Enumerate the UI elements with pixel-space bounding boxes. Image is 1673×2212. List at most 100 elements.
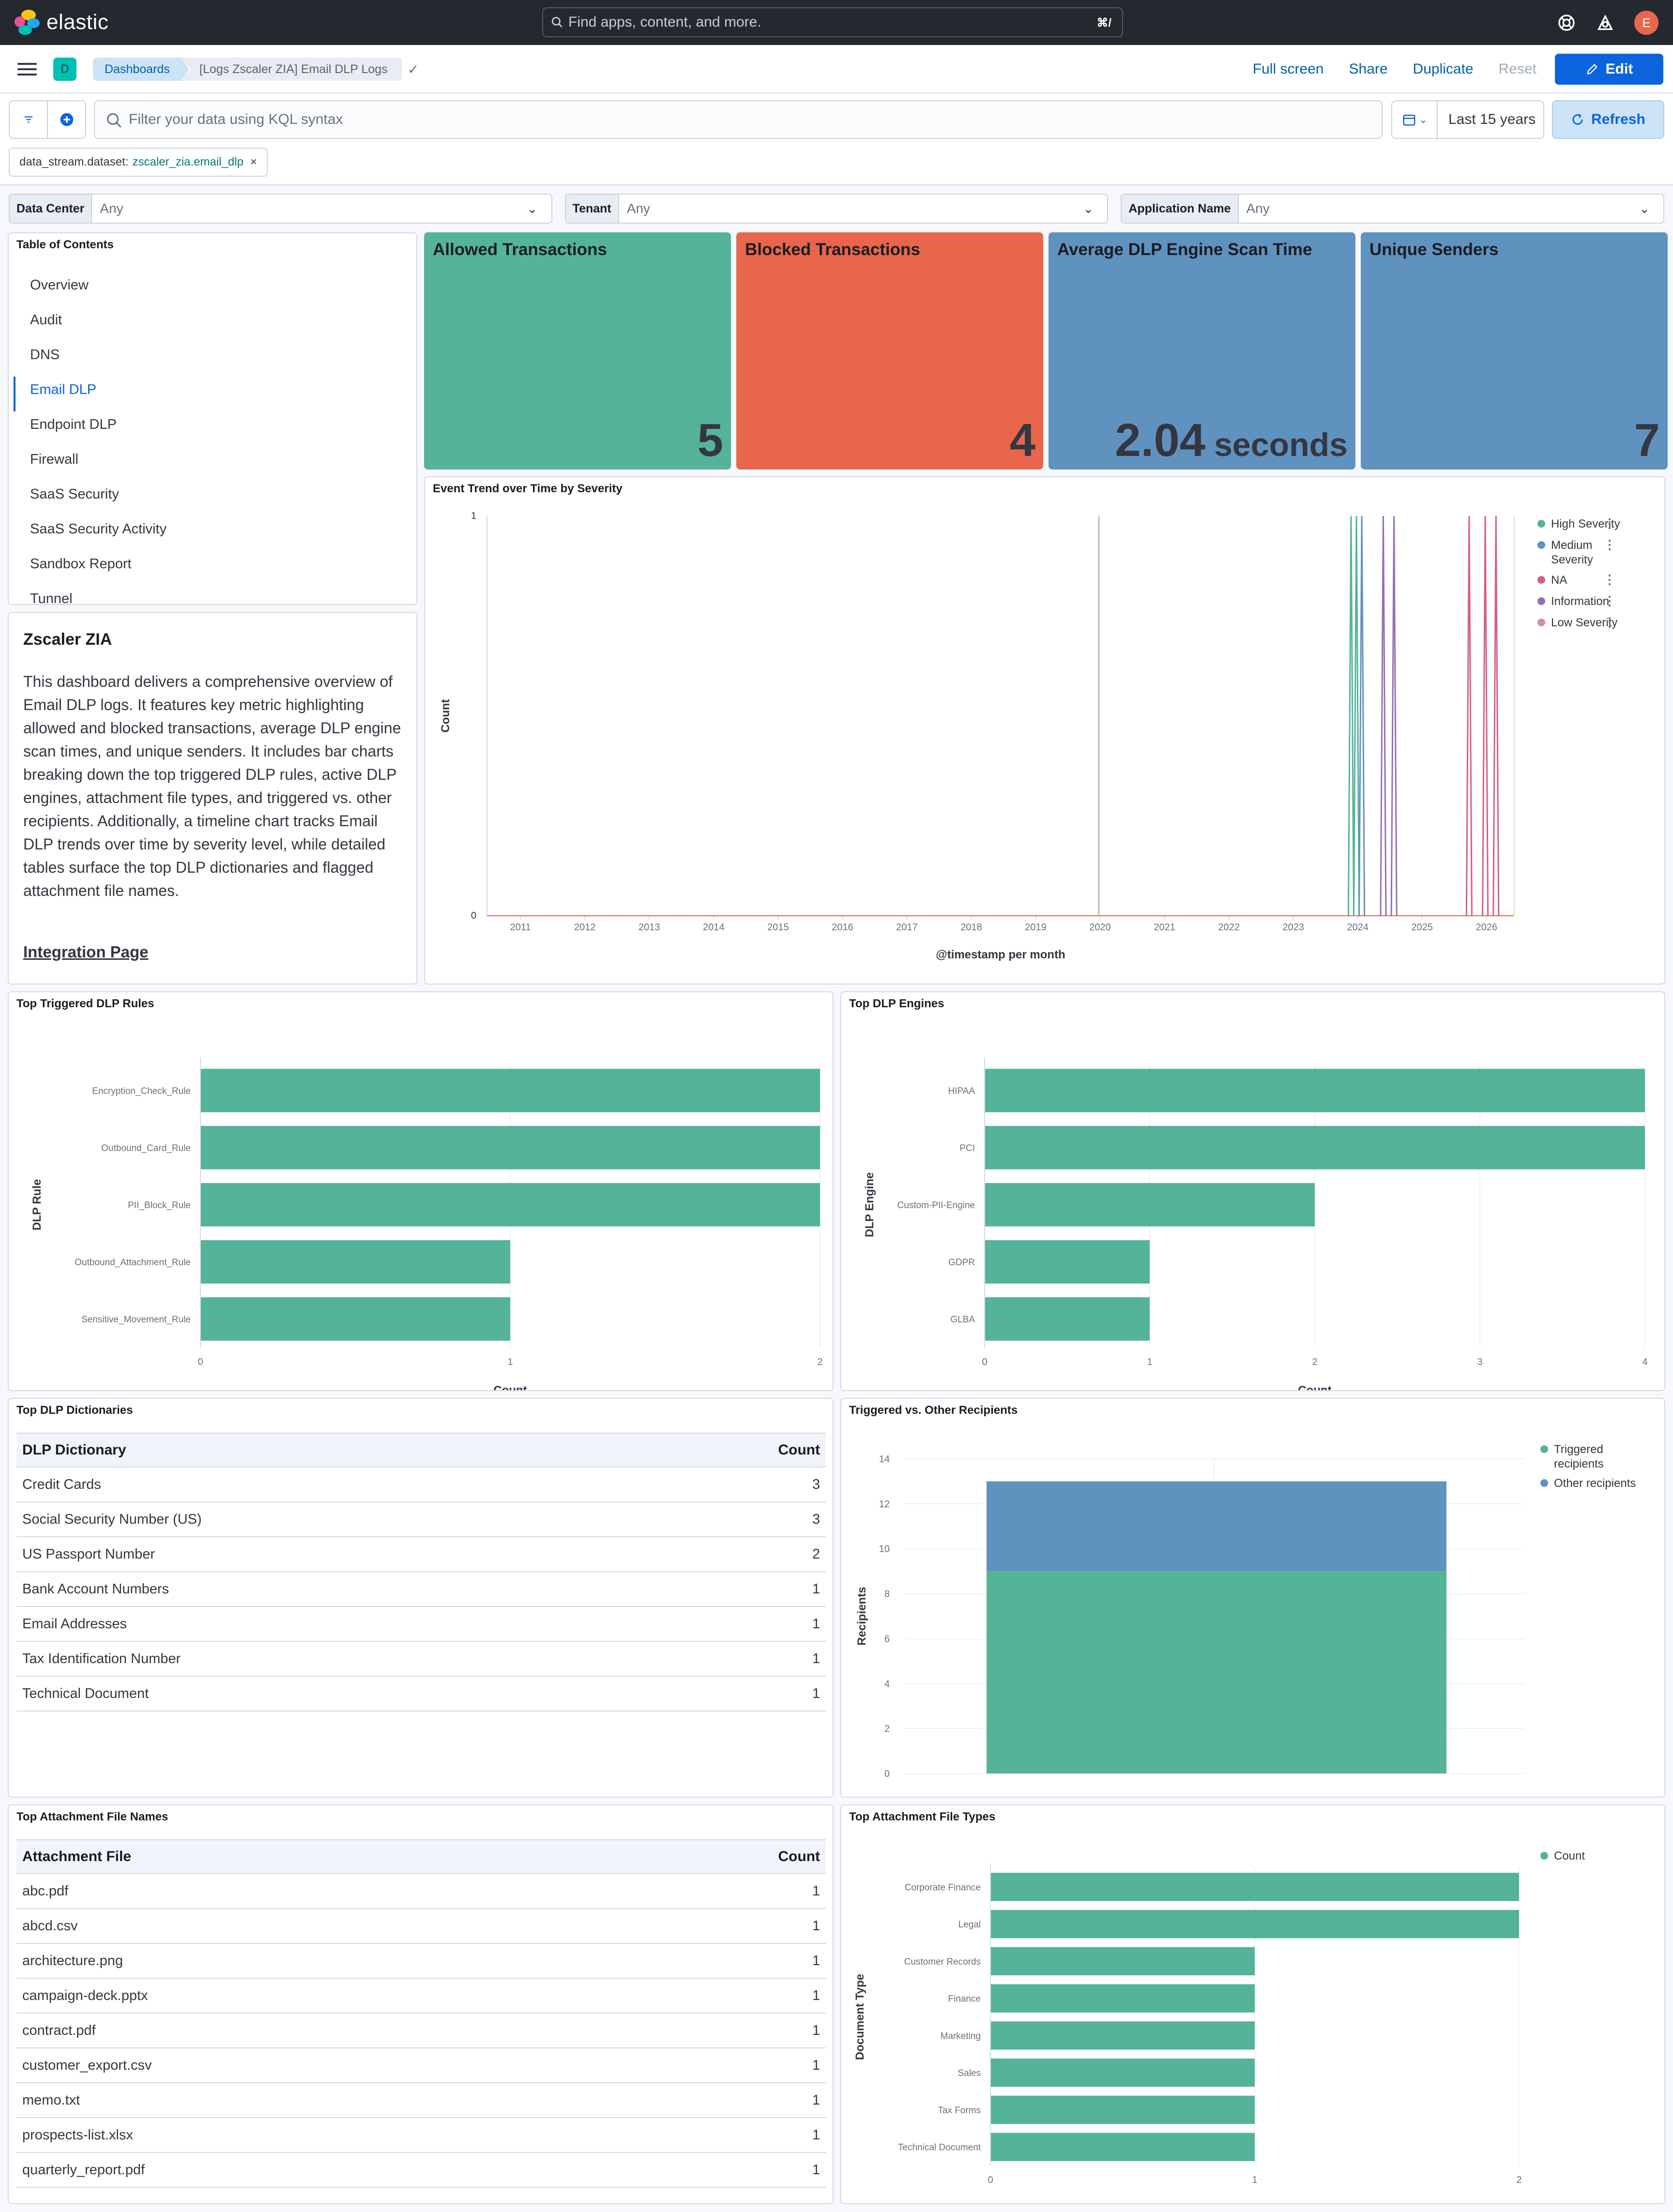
attachment-types-chart: 0 1 2 Corporate Finance Legal Customer Record… bbox=[853, 1849, 1585, 2203]
x-tick-label: 1 bbox=[1252, 2175, 1257, 2185]
toc-item[interactable]: Endpoint DLP bbox=[30, 417, 117, 432]
control-value: Any bbox=[626, 201, 651, 216]
refresh-button[interactable]: Refresh bbox=[1552, 100, 1664, 139]
date-picker[interactable]: ⌄ Last 15 years bbox=[1391, 100, 1544, 139]
recipients-panel: Triggered vs. Other Recipients 0 2 4 6 8 10 12… bbox=[840, 1398, 1665, 1798]
reset-button[interactable]: Reset bbox=[1498, 61, 1536, 77]
legend-marker bbox=[1537, 619, 1545, 626]
control-tenant[interactable]: Tenant Any ⌄ bbox=[564, 194, 1109, 224]
space-avatar[interactable]: D bbox=[53, 58, 76, 81]
legend-marker bbox=[1540, 1852, 1548, 1860]
legend-marker bbox=[1537, 576, 1545, 584]
edit-button[interactable]: Edit bbox=[1555, 54, 1663, 85]
toc-item[interactable]: SaaS Security bbox=[30, 486, 119, 502]
search-icon bbox=[551, 16, 563, 28]
breadcrumb-dashboards[interactable]: Dashboards bbox=[93, 58, 189, 81]
control-data-center[interactable]: Data Center Any ⌄ bbox=[9, 194, 552, 224]
description-body: This dashboard delivers a comprehensive … bbox=[23, 673, 401, 899]
more-options-icon: ⋮ bbox=[1603, 615, 1616, 629]
close-icon[interactable]: × bbox=[250, 155, 257, 168]
y-tick-label: Marketing bbox=[941, 2031, 981, 2041]
table-row: Technical Document 1 bbox=[16, 1676, 826, 1712]
global-search-input[interactable]: Find apps, content, and more. ⌘/ bbox=[542, 7, 1123, 37]
table-cell-count: 1 bbox=[603, 2013, 826, 2048]
search-shortcut: ⌘/ bbox=[1096, 16, 1111, 30]
x-tick-label: 1 bbox=[1147, 1357, 1152, 1367]
bar bbox=[990, 1873, 1519, 1901]
x-tick-label: 2017 bbox=[896, 922, 918, 933]
x-tick-label: 2011 bbox=[510, 922, 531, 933]
attachment-files-table: Attachment File Count abc.pdf 1 abcd.csv 1 arc… bbox=[16, 1839, 826, 2188]
x-tick-label: 0 bbox=[198, 1357, 203, 1367]
top-dlp-rules-panel: Top Triggered DLP Rules 0 1 2 Encryption_Ch… bbox=[8, 991, 834, 1391]
full-screen-button[interactable]: Full screen bbox=[1252, 61, 1324, 77]
toc-item[interactable]: Tunnel bbox=[30, 591, 73, 605]
filter-pill[interactable]: data_stream.dataset: zscaler_zia.email_d… bbox=[9, 148, 268, 177]
column-header[interactable]: DLP Dictionary bbox=[16, 1433, 649, 1468]
table-row: Tax Identification Number 1 bbox=[16, 1641, 826, 1677]
user-avatar[interactable]: E bbox=[1634, 11, 1658, 35]
toc-item[interactable]: Audit bbox=[30, 312, 62, 328]
news-feed-icon[interactable] bbox=[1596, 13, 1615, 32]
duplicate-button[interactable]: Duplicate bbox=[1413, 61, 1474, 77]
table-row: Email Addresses 1 bbox=[16, 1606, 826, 1642]
menu-icon[interactable] bbox=[17, 60, 37, 77]
chevron-down-icon[interactable]: ⌄ bbox=[527, 201, 538, 216]
x-tick-label: 0 bbox=[988, 2175, 993, 2185]
series-line bbox=[1482, 515, 1489, 916]
chevron-down-icon[interactable]: ⌄ bbox=[1083, 201, 1094, 216]
toc-item[interactable]: Email DLP bbox=[14, 377, 167, 411]
table-cell-name: Bank Account Numbers bbox=[16, 1572, 649, 1607]
chevron-down-icon[interactable]: ⌄ bbox=[1639, 201, 1650, 216]
control-label: Application Name bbox=[1122, 195, 1239, 223]
bar bbox=[200, 1240, 510, 1284]
toc-item[interactable]: Overview bbox=[30, 277, 89, 293]
more-options-icon: ⋮ bbox=[1603, 516, 1616, 530]
y-tick-label: Technical Document bbox=[898, 2143, 981, 2153]
control-value: Any bbox=[100, 201, 123, 216]
dlp-rules-chart: 0 1 2 Encryption_Check_Rule Outbound_Card_Ru… bbox=[30, 1057, 823, 1390]
search-icon bbox=[107, 113, 122, 128]
global-search-placeholder: Find apps, content, and more. bbox=[568, 14, 761, 30]
bar bbox=[200, 1297, 510, 1341]
table-cell-name: Credit Cards bbox=[16, 1467, 649, 1502]
y-tick-label: GLBA bbox=[950, 1315, 975, 1325]
add-filter-icon[interactable] bbox=[48, 101, 85, 138]
event-trend-panel: Event Trend over Time by Severity 2011 20… bbox=[424, 476, 1665, 985]
top-header: elastic Find apps, content, and more. ⌘/… bbox=[0, 0, 1673, 45]
breadcrumb-current: [Logs Zscaler ZIA] Email DLP Logs bbox=[180, 58, 402, 81]
x-tick-label: 2015 bbox=[767, 922, 789, 933]
toc-item[interactable]: Firewall bbox=[30, 452, 78, 467]
panel-title: Top DLP Engines bbox=[849, 997, 944, 1010]
calendar-icon[interactable]: ⌄ bbox=[1392, 101, 1438, 138]
toc-item[interactable]: DNS bbox=[30, 347, 60, 363]
integration-page-link[interactable]: Integration Page bbox=[23, 943, 149, 961]
series-line bbox=[1492, 515, 1500, 916]
column-header[interactable]: Attachment File bbox=[16, 1839, 604, 1874]
y-tick-label: Sales bbox=[958, 2068, 981, 2078]
column-header[interactable]: Count bbox=[648, 1433, 826, 1468]
top-attachment-files-panel: Top Attachment File Names Attachment Fil… bbox=[8, 1804, 834, 2204]
kql-search-input[interactable]: Filter your data using KQL syntax bbox=[94, 100, 1383, 139]
help-icon[interactable] bbox=[1557, 13, 1576, 32]
metric-unit: seconds bbox=[1214, 426, 1348, 463]
control-application-name[interactable]: Application Name Any ⌄ bbox=[1121, 194, 1665, 224]
column-header[interactable]: Count bbox=[603, 1839, 826, 1874]
elastic-logo[interactable]: elastic bbox=[15, 10, 108, 35]
table-cell-name: contract.pdf bbox=[16, 2013, 604, 2048]
description-heading: Zscaler ZIA bbox=[23, 630, 112, 649]
toc-item[interactable]: Sandbox Report bbox=[30, 556, 132, 572]
legend-marker bbox=[1537, 597, 1545, 605]
panel-title: Top DLP Dictionaries bbox=[16, 1404, 133, 1417]
metric-title: Allowed Transactions bbox=[433, 240, 607, 259]
share-button[interactable]: Share bbox=[1349, 61, 1388, 77]
x-axis-title: @timestamp per month bbox=[936, 948, 1065, 961]
filter-options-icon[interactable] bbox=[10, 101, 48, 138]
bar bbox=[985, 1183, 1315, 1227]
toc-item[interactable]: SaaS Security Activity bbox=[30, 521, 167, 537]
dlp-engines-chart: 0 1 2 3 4 HIPAA PCI Custom-PII-Engine GDPR GLBA Co… bbox=[863, 1057, 1648, 1390]
x-tick-label: 2 bbox=[1312, 1357, 1317, 1367]
legend-label: Triggered bbox=[1554, 1443, 1603, 1456]
more-options-icon: ⋮ bbox=[1603, 572, 1616, 587]
bar bbox=[990, 2021, 1255, 2050]
